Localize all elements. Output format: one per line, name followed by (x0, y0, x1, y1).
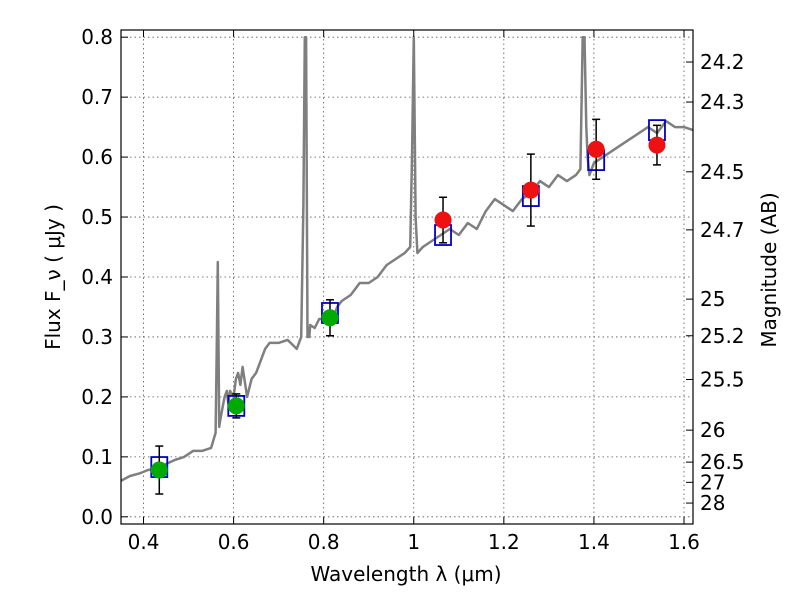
mag-tick-label: 28 (700, 491, 725, 515)
axis-ticks: 0.4 0.6 0.8 1 1.2 1.4 1.6 0.0 0.1 0.2 0.3 0.4 0.5 0.6… (81, 25, 744, 554)
mag-tick-label: 25 (700, 287, 725, 311)
x-tick-label: 0.4 (128, 530, 160, 554)
x-axis-label: Wavelength λ (μm) (310, 562, 501, 586)
observed-photometry-point (321, 309, 339, 327)
observed-photometry-point (522, 181, 540, 199)
mag-tick-label: 27 (700, 470, 725, 494)
y-tick-label: 0.3 (81, 325, 113, 349)
mag-tick-label: 24.7 (700, 218, 745, 242)
y-axis-right-label: Magnitude (AB) (757, 192, 781, 347)
mag-tick-label: 24.5 (700, 160, 745, 184)
spectrum-line (121, 35, 693, 482)
x-tick-label: 1.6 (668, 530, 700, 554)
x-tick-label: 0.8 (308, 530, 340, 554)
y-tick-label: 0.2 (81, 385, 113, 409)
mag-tick-label: 24.2 (700, 50, 745, 74)
y-tick-label: 0.8 (81, 25, 113, 49)
observed-photometry-point (434, 211, 452, 229)
y-tick-label: 0.6 (81, 145, 113, 169)
y-tick-label: 0.4 (81, 265, 113, 289)
mag-tick-label: 24.3 (700, 90, 745, 114)
mag-tick-label: 25.2 (700, 324, 745, 348)
mag-tick-label: 26 (700, 418, 725, 442)
x-tick-label: 0.6 (218, 530, 250, 554)
axis-labels: Wavelength λ (μm) Flux F_ν ( μJy ) Magni… (41, 192, 781, 586)
observed-photometry-point (648, 136, 666, 154)
mag-tick-label: 26.5 (700, 450, 745, 474)
x-tick-label: 1 (407, 530, 420, 554)
observed-photometry-point (150, 461, 168, 479)
observed-photometry-point (587, 140, 605, 158)
mag-tick-label: 25.5 (700, 367, 745, 391)
observed-photometry-point (227, 397, 245, 415)
x-tick-label: 1.2 (488, 530, 520, 554)
y-axis-label: Flux F_ν ( μJy ) (41, 204, 65, 350)
y-tick-label: 0.1 (81, 445, 113, 469)
y-tick-label: 0.5 (81, 205, 113, 229)
y-tick-label: 0.7 (81, 85, 113, 109)
y-tick-label: 0.0 (81, 505, 113, 529)
plot-area (121, 35, 693, 495)
x-tick-label: 1.4 (578, 530, 610, 554)
